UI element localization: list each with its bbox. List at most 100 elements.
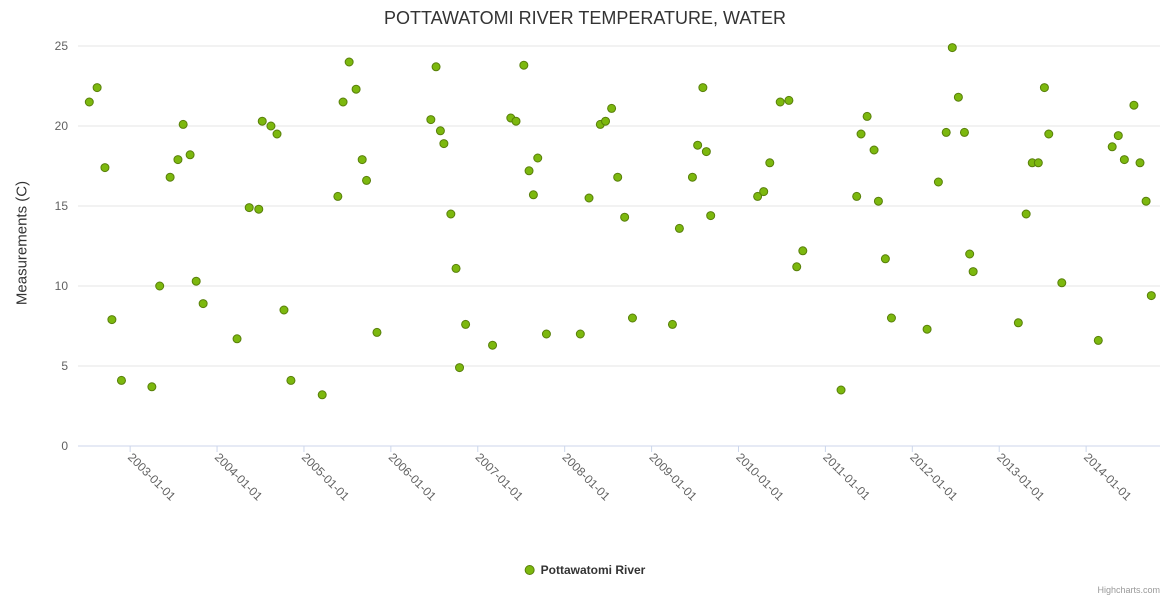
- data-point[interactable]: [147, 382, 157, 392]
- data-point[interactable]: [435, 126, 445, 136]
- data-point[interactable]: [528, 190, 538, 200]
- data-point[interactable]: [244, 203, 254, 213]
- data-point[interactable]: [1135, 158, 1145, 168]
- data-point[interactable]: [922, 324, 932, 334]
- data-point[interactable]: [933, 177, 943, 187]
- data-point[interactable]: [511, 116, 521, 126]
- data-point[interactable]: [165, 172, 175, 182]
- data-point[interactable]: [357, 155, 367, 165]
- data-point[interactable]: [880, 254, 890, 264]
- data-point[interactable]: [344, 57, 354, 67]
- data-point[interactable]: [426, 115, 436, 125]
- y-tick-label: 0: [61, 439, 68, 453]
- data-point[interactable]: [1129, 100, 1139, 110]
- data-point[interactable]: [1021, 209, 1031, 219]
- data-point[interactable]: [541, 329, 551, 339]
- data-point[interactable]: [759, 187, 769, 197]
- data-point[interactable]: [155, 281, 165, 291]
- data-point[interactable]: [706, 211, 716, 221]
- data-point[interactable]: [232, 334, 242, 344]
- data-point[interactable]: [173, 155, 183, 165]
- data-point[interactable]: [191, 276, 201, 286]
- data-point[interactable]: [852, 191, 862, 201]
- data-point[interactable]: [488, 340, 498, 350]
- data-point[interactable]: [431, 62, 441, 72]
- data-point[interactable]: [836, 385, 846, 395]
- data-point[interactable]: [519, 60, 529, 70]
- data-point[interactable]: [92, 83, 102, 93]
- data-point[interactable]: [953, 92, 963, 102]
- data-point[interactable]: [613, 172, 623, 182]
- data-point[interactable]: [116, 375, 126, 385]
- data-point[interactable]: [873, 196, 883, 206]
- data-point[interactable]: [607, 103, 617, 113]
- data-point[interactable]: [1044, 129, 1054, 139]
- x-tick-label: 2013-01-01: [994, 450, 1048, 504]
- data-point[interactable]: [693, 140, 703, 150]
- data-point[interactable]: [869, 145, 879, 155]
- data-point[interactable]: [674, 223, 684, 233]
- data-point[interactable]: [1107, 142, 1117, 152]
- data-point[interactable]: [372, 327, 382, 337]
- x-tick-label: 2010-01-01: [733, 450, 787, 504]
- data-point[interactable]: [439, 139, 449, 149]
- data-point[interactable]: [1141, 196, 1151, 206]
- data-point[interactable]: [627, 313, 637, 323]
- data-point[interactable]: [362, 175, 372, 185]
- data-point[interactable]: [862, 111, 872, 121]
- data-point[interactable]: [792, 262, 802, 272]
- data-point[interactable]: [784, 95, 794, 105]
- highcharts-credits-link[interactable]: Highcharts.com: [1097, 585, 1160, 595]
- data-point[interactable]: [775, 97, 785, 107]
- data-point[interactable]: [1033, 158, 1043, 168]
- data-point[interactable]: [254, 204, 264, 214]
- data-point[interactable]: [968, 267, 978, 277]
- data-point[interactable]: [701, 147, 711, 157]
- data-point[interactable]: [286, 375, 296, 385]
- data-point[interactable]: [107, 315, 117, 325]
- data-point[interactable]: [1146, 291, 1156, 301]
- data-point[interactable]: [455, 363, 465, 373]
- data-point[interactable]: [856, 129, 866, 139]
- data-point[interactable]: [886, 313, 896, 323]
- data-point[interactable]: [272, 129, 282, 139]
- data-point[interactable]: [446, 209, 456, 219]
- data-point[interactable]: [1119, 155, 1129, 165]
- data-point[interactable]: [575, 329, 585, 339]
- data-point[interactable]: [959, 127, 969, 137]
- data-point[interactable]: [257, 116, 267, 126]
- data-point[interactable]: [100, 163, 110, 173]
- data-point[interactable]: [667, 319, 677, 329]
- data-point[interactable]: [185, 150, 195, 160]
- data-point[interactable]: [178, 119, 188, 129]
- data-point[interactable]: [765, 158, 775, 168]
- data-point[interactable]: [1057, 278, 1067, 288]
- data-point[interactable]: [84, 97, 94, 107]
- data-point[interactable]: [317, 390, 327, 400]
- data-point[interactable]: [1039, 83, 1049, 93]
- data-point[interactable]: [687, 172, 697, 182]
- data-point[interactable]: [266, 121, 276, 131]
- data-point[interactable]: [1013, 318, 1023, 328]
- data-point[interactable]: [1093, 335, 1103, 345]
- data-point[interactable]: [620, 212, 630, 222]
- data-point[interactable]: [941, 127, 951, 137]
- data-point[interactable]: [798, 246, 808, 256]
- data-point[interactable]: [753, 191, 763, 201]
- data-point[interactable]: [1113, 131, 1123, 141]
- data-point[interactable]: [533, 153, 543, 163]
- data-point[interactable]: [947, 43, 957, 53]
- data-point[interactable]: [279, 305, 289, 315]
- data-point[interactable]: [584, 193, 594, 203]
- data-point[interactable]: [338, 97, 348, 107]
- data-point[interactable]: [461, 319, 471, 329]
- data-point[interactable]: [333, 191, 343, 201]
- data-point[interactable]: [965, 249, 975, 259]
- data-point[interactable]: [698, 83, 708, 93]
- data-point[interactable]: [601, 116, 611, 126]
- data-point[interactable]: [524, 166, 534, 176]
- data-point[interactable]: [198, 299, 208, 309]
- data-point[interactable]: [351, 84, 361, 94]
- legend-item-pottawatomi-river[interactable]: Pottawatomi River: [524, 563, 645, 577]
- data-point[interactable]: [451, 263, 461, 273]
